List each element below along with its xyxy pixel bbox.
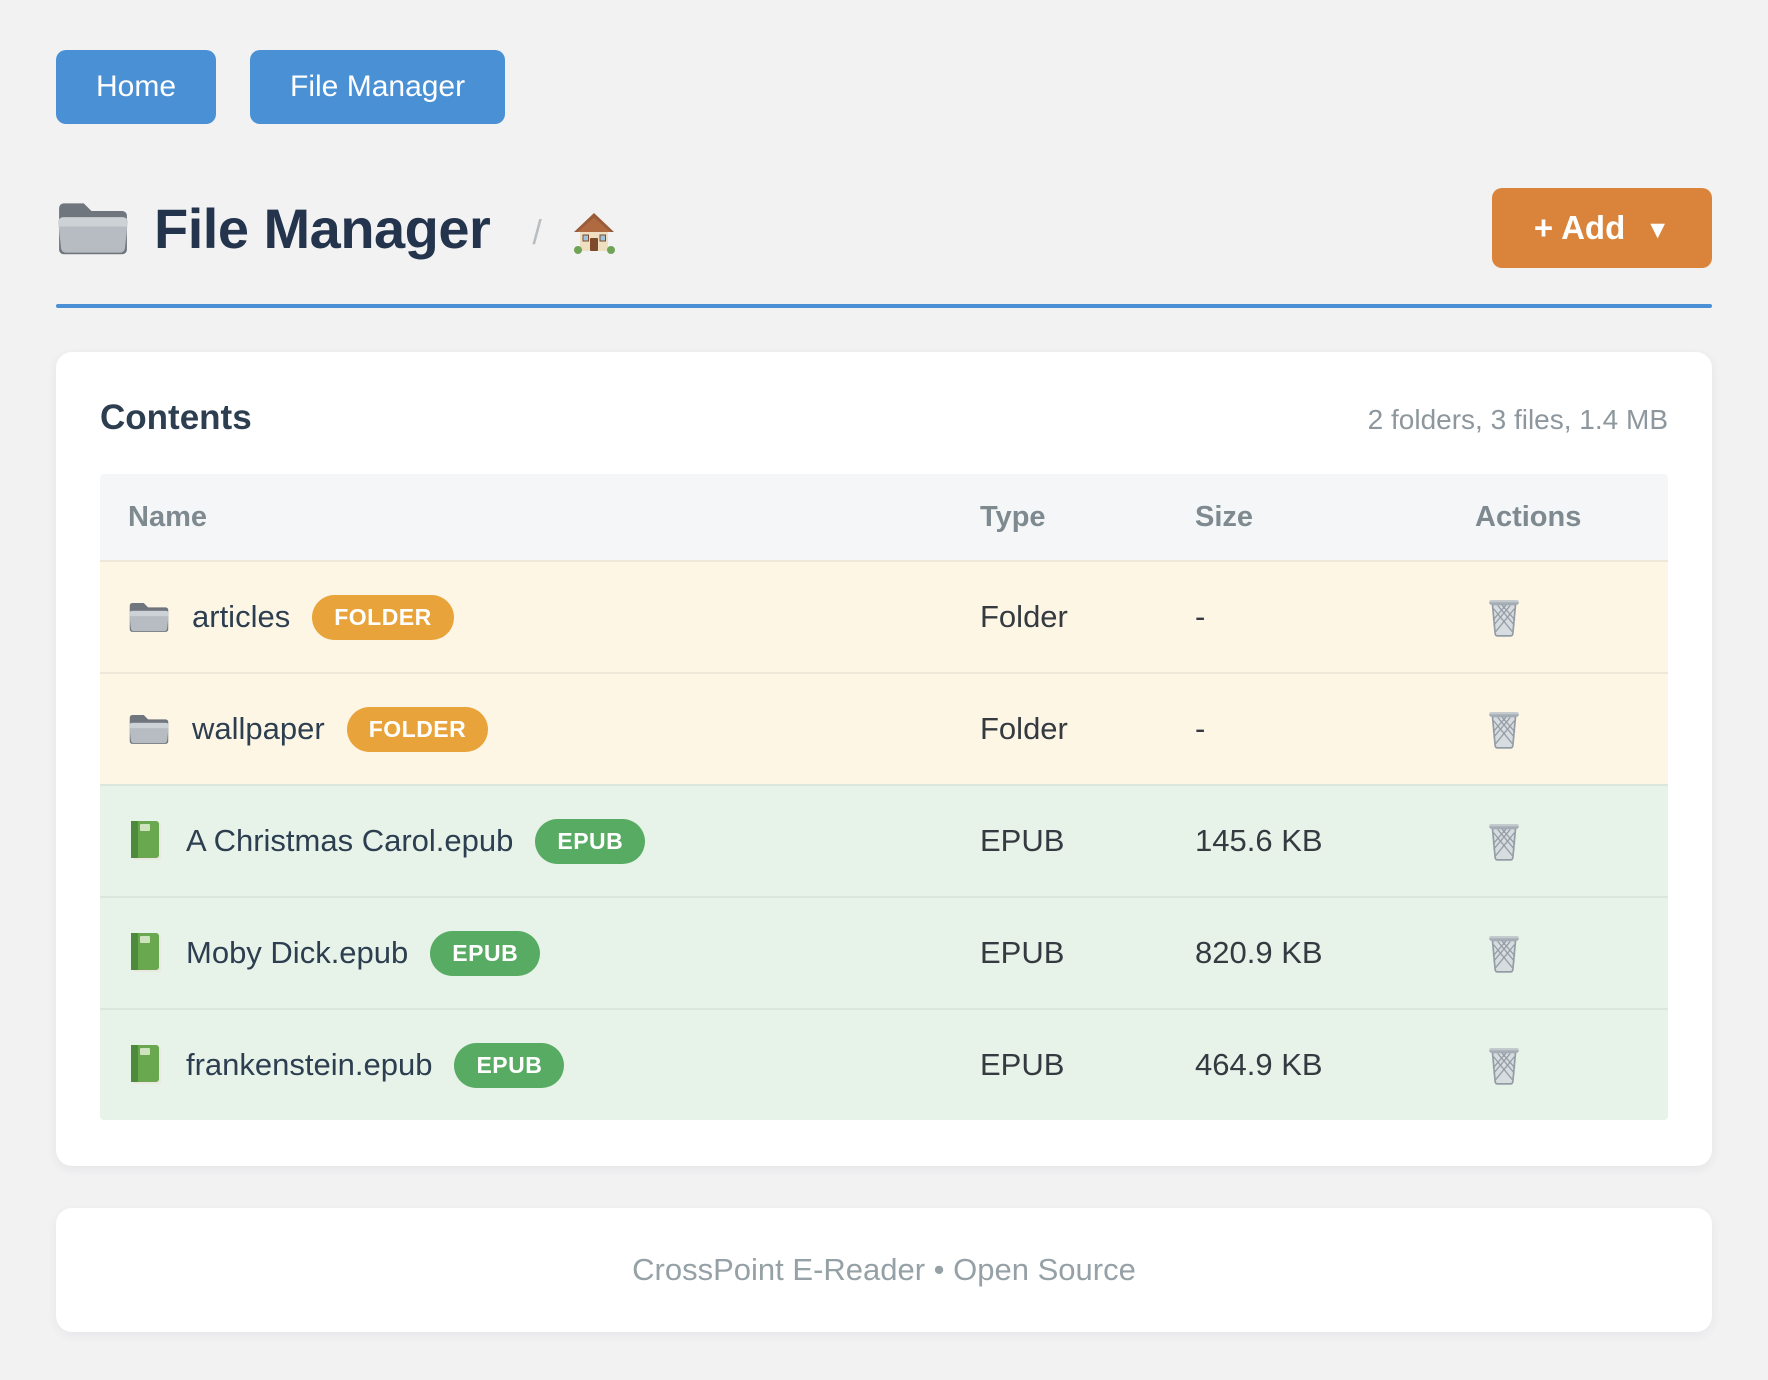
- column-header-type: Type: [980, 500, 1046, 533]
- type-cell: EPUB: [980, 823, 1065, 858]
- page-header: File Manager / + Add ▼: [56, 188, 1712, 268]
- book-icon: [128, 820, 164, 862]
- page-title: File Manager: [154, 196, 491, 260]
- file-link[interactable]: A Christmas Carol.epub: [186, 823, 514, 858]
- book-icon: [128, 932, 164, 974]
- file-manager-button[interactable]: File Manager: [250, 50, 506, 124]
- delete-button[interactable]: [1481, 592, 1527, 642]
- actions-cell: [1475, 1040, 1668, 1091]
- delete-button[interactable]: [1481, 816, 1527, 866]
- file-link[interactable]: frankenstein.epub: [186, 1047, 433, 1082]
- folder-link[interactable]: wallpaper: [192, 711, 325, 746]
- table-header-row: Name Type Size Actions: [100, 474, 1668, 560]
- folder-icon: [128, 711, 170, 747]
- actions-cell: [1475, 592, 1668, 643]
- name-cell: frankenstein.epub EPUB: [128, 1042, 980, 1088]
- size-cell: -: [1195, 599, 1206, 634]
- actions-cell: [1475, 816, 1668, 867]
- trash-icon: [1485, 932, 1523, 974]
- footer-text: CrossPoint E-Reader • Open Source: [632, 1252, 1136, 1287]
- file-link[interactable]: Moby Dick.epub: [186, 935, 409, 970]
- add-button-label: + Add: [1533, 209, 1626, 246]
- type-cell: Folder: [980, 599, 1068, 634]
- folder-link[interactable]: articles: [192, 599, 291, 634]
- folder-badge: FOLDER: [346, 706, 489, 752]
- contents-title: Contents: [100, 398, 252, 437]
- add-button[interactable]: + Add ▼: [1491, 188, 1712, 268]
- column-header-actions: Actions: [1475, 500, 1582, 533]
- type-cell: Folder: [980, 711, 1068, 746]
- home-button[interactable]: Home: [56, 50, 217, 124]
- size-cell: 464.9 KB: [1195, 1047, 1323, 1082]
- trash-icon: [1485, 1044, 1523, 1086]
- name-cell: Moby Dick.epub EPUB: [128, 930, 980, 976]
- name-cell: wallpaper FOLDER: [128, 706, 980, 752]
- epub-badge: EPUB: [535, 818, 646, 864]
- contents-card-header: Contents 2 folders, 3 files, 1.4 MB: [100, 398, 1668, 438]
- type-cell: EPUB: [980, 935, 1065, 970]
- table-row: Moby Dick.epub EPUB EPUB 820.9 KB: [100, 896, 1668, 1008]
- delete-button[interactable]: [1481, 1040, 1527, 1090]
- chevron-down-icon: ▼: [1645, 215, 1670, 244]
- contents-card: Contents 2 folders, 3 files, 1.4 MB Name…: [56, 352, 1712, 1166]
- actions-cell: [1475, 928, 1668, 979]
- title-divider: [56, 304, 1712, 308]
- folder-icon: [56, 197, 130, 259]
- home-breadcrumb-icon[interactable]: [572, 211, 616, 255]
- table-row: articles FOLDER Folder -: [100, 560, 1668, 672]
- book-icon: [128, 1044, 164, 1086]
- actions-cell: [1475, 704, 1668, 755]
- breadcrumb-separator: /: [532, 213, 542, 252]
- top-nav: Home File Manager: [56, 50, 1712, 124]
- epub-badge: EPUB: [454, 1042, 565, 1088]
- type-cell: EPUB: [980, 1047, 1065, 1082]
- footer: CrossPoint E-Reader • Open Source: [56, 1208, 1712, 1332]
- title-wrap: File Manager /: [56, 196, 616, 261]
- trash-icon: [1485, 820, 1523, 862]
- name-cell: A Christmas Carol.epub EPUB: [128, 818, 980, 864]
- delete-button[interactable]: [1481, 928, 1527, 978]
- column-header-name: Name: [128, 500, 207, 533]
- folder-icon: [128, 599, 170, 635]
- contents-summary: 2 folders, 3 files, 1.4 MB: [1367, 404, 1668, 435]
- folder-badge: FOLDER: [312, 594, 454, 640]
- trash-icon: [1485, 708, 1523, 750]
- size-cell: 145.6 KB: [1195, 823, 1323, 858]
- table-row: wallpaper FOLDER Folder -: [100, 672, 1668, 784]
- table-row: frankenstein.epub EPUB EPUB 464.9 KB: [100, 1008, 1668, 1120]
- size-cell: 820.9 KB: [1195, 935, 1323, 970]
- column-header-size: Size: [1195, 500, 1254, 533]
- size-cell: -: [1195, 711, 1206, 746]
- table-row: A Christmas Carol.epub EPUB EPUB 145.6 K…: [100, 784, 1668, 896]
- name-cell: articles FOLDER: [128, 594, 980, 640]
- epub-badge: EPUB: [430, 930, 541, 976]
- file-table: Name Type Size Actions articles FOLDER F…: [100, 474, 1668, 1120]
- trash-icon: [1485, 596, 1523, 638]
- delete-button[interactable]: [1481, 704, 1527, 754]
